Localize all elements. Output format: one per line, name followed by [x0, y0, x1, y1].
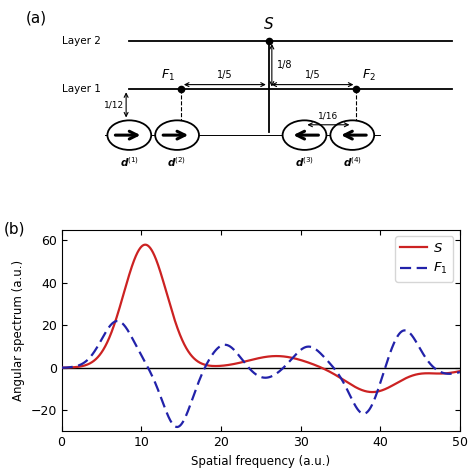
Text: $F_2$: $F_2$: [362, 68, 376, 83]
$F_1$: [457, 369, 463, 375]
$F_1$: [449, 371, 455, 376]
$S$: [128, 267, 134, 273]
$S$: [449, 370, 455, 375]
$S$: [229, 362, 235, 367]
Line: $S$: $S$: [62, 245, 460, 392]
$F_1$: [229, 345, 235, 351]
Text: $F_1$: $F_1$: [161, 68, 175, 83]
$F_1$: [174, 424, 180, 430]
Text: $\boldsymbol{d}^{(2)}$: $\boldsymbol{d}^{(2)}$: [167, 155, 187, 169]
$F_1$: [128, 333, 134, 338]
Circle shape: [108, 120, 151, 150]
$S$: [369, 389, 375, 395]
Text: (a): (a): [26, 11, 47, 26]
$S$: [142, 242, 148, 247]
$F_1$: [59, 365, 64, 371]
Text: 1/5: 1/5: [305, 70, 320, 80]
Legend: $S$, $F_1$: $S$, $F_1$: [395, 237, 453, 282]
$S$: [407, 374, 412, 380]
Line: $F_1$: $F_1$: [62, 321, 460, 427]
Text: 1/5: 1/5: [217, 70, 233, 80]
$S$: [59, 365, 64, 371]
$F_1$: [407, 330, 412, 336]
Text: Layer 1: Layer 1: [62, 84, 100, 94]
Text: $\boldsymbol{d}^{(4)}$: $\boldsymbol{d}^{(4)}$: [343, 155, 362, 169]
Circle shape: [155, 120, 199, 150]
$F_1$: [115, 318, 120, 324]
Text: $\boldsymbol{d}^{(1)}$: $\boldsymbol{d}^{(1)}$: [120, 155, 139, 169]
$S$: [457, 368, 463, 374]
Y-axis label: Angular spectrum (a.u.): Angular spectrum (a.u.): [12, 260, 25, 401]
Text: (b): (b): [4, 222, 26, 237]
X-axis label: Spatial frequency (a.u.): Spatial frequency (a.u.): [191, 455, 330, 468]
$F_1$: [104, 327, 110, 333]
$S$: [211, 363, 217, 369]
Text: 1/8: 1/8: [277, 60, 292, 70]
Circle shape: [283, 120, 327, 150]
Text: $\boldsymbol{d}^{(3)}$: $\boldsymbol{d}^{(3)}$: [295, 155, 314, 169]
$S$: [104, 340, 110, 346]
Text: Layer 2: Layer 2: [62, 36, 100, 46]
Text: $S$: $S$: [263, 17, 274, 33]
Text: 1/12: 1/12: [104, 100, 124, 109]
Circle shape: [330, 120, 374, 150]
Text: 1/16: 1/16: [318, 112, 338, 121]
$F_1$: [212, 349, 218, 355]
